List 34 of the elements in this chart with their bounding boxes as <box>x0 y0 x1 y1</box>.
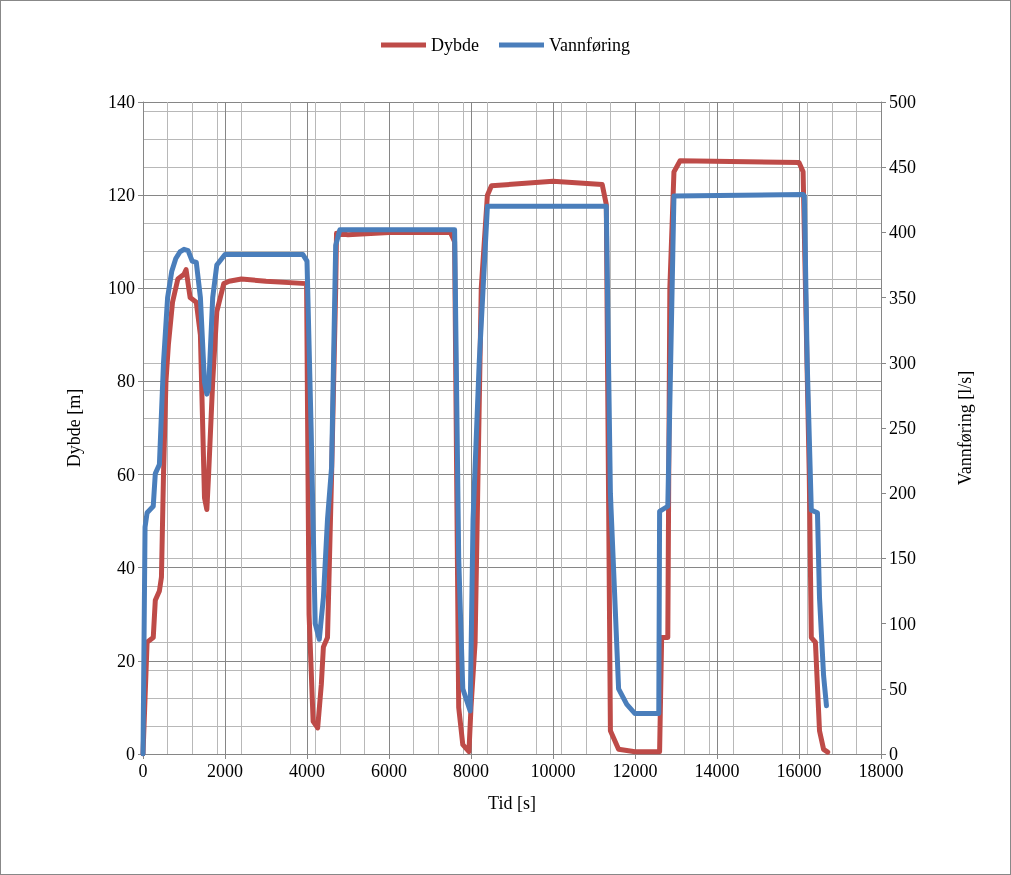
legend-label: Dybde <box>431 35 480 55</box>
x-tick-label: 0 <box>138 761 148 781</box>
y2-tick-label: 250 <box>889 418 916 438</box>
y-axis-title: Dybde [m] <box>64 388 84 468</box>
y-tick-label: 40 <box>117 557 135 578</box>
y2-tick-label: 300 <box>889 352 916 373</box>
y2-tick-label: 350 <box>889 287 916 308</box>
y2-tick-label: 50 <box>889 678 907 699</box>
y2-axis-title: Vannføring [l/s] <box>955 370 975 486</box>
y2-tick-label: 400 <box>889 222 916 243</box>
y2-tick-label: 500 <box>889 92 916 112</box>
y2-tick-label: 150 <box>889 548 916 569</box>
x-tick-label: 12000 <box>612 761 658 781</box>
y-tick-label: 80 <box>117 371 135 392</box>
x-tick-label: 6000 <box>371 761 407 781</box>
x-tick-label: 10000 <box>530 761 576 781</box>
y-tick-label: 120 <box>108 185 135 206</box>
y-tick-label: 60 <box>117 464 135 485</box>
x-tick-label: 18000 <box>858 761 904 781</box>
x-tick-label: 16000 <box>776 761 822 781</box>
y-tick-label: 100 <box>108 278 135 299</box>
y-tick-label: 140 <box>108 92 135 112</box>
y2-tick-label: 450 <box>889 157 916 178</box>
y2-tick-label: 100 <box>889 613 916 634</box>
y-tick-label: 0 <box>126 744 135 764</box>
x-tick-label: 2000 <box>207 761 243 781</box>
y2-tick-label: 0 <box>889 744 898 764</box>
x-tick-label: 14000 <box>694 761 740 781</box>
x-axis-title: Tid [s] <box>488 793 536 813</box>
x-tick-label: 4000 <box>289 761 325 781</box>
y2-tick-label: 200 <box>889 483 916 504</box>
x-tick-label: 8000 <box>453 761 489 781</box>
y-tick-label: 20 <box>117 650 135 671</box>
legend-label: Vannføring <box>549 35 630 55</box>
